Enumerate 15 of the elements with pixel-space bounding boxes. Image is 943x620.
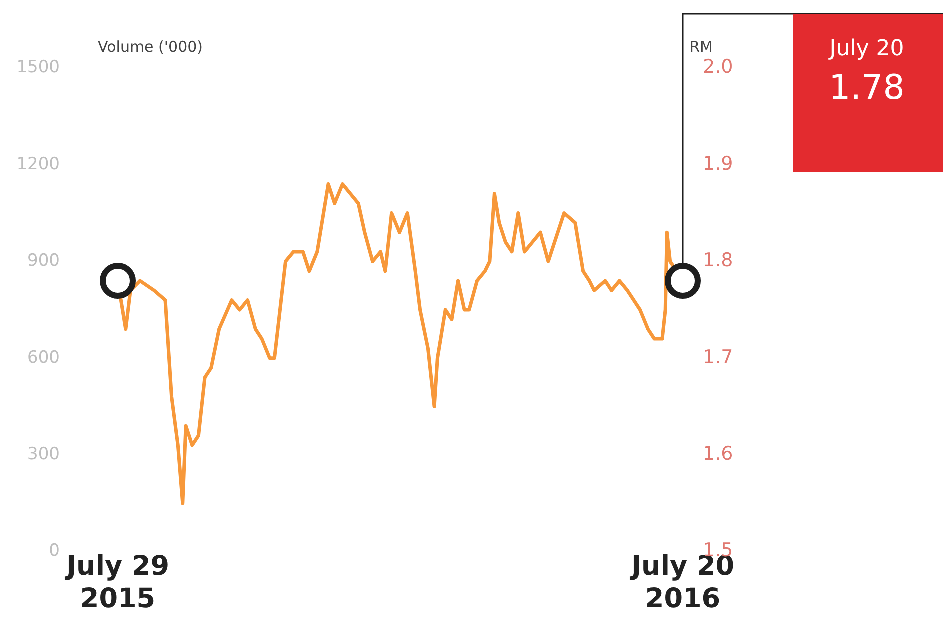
y2-tick-label: 1.7 [703, 346, 734, 368]
y-axis-title: Volume ('000) [98, 38, 204, 56]
y2-tick-label: 1.6 [703, 443, 734, 466]
y-tick-label: 600 [28, 348, 60, 368]
y-tick-label: 300 [28, 444, 60, 464]
y2-tick-label: 1.8 [703, 250, 734, 272]
text: July 20 1.78 [828, 36, 905, 108]
y-tick-label: 1200 [16, 154, 60, 174]
y2-axis-title: RM [690, 38, 713, 56]
y-tick-label: 0 [49, 541, 60, 562]
y-tick-label: 900 [28, 251, 60, 272]
x-tick-label: July 29 2015 [64, 551, 170, 614]
y-tick-label: 1500 [16, 58, 60, 78]
y2-tick-label: 1.9 [703, 152, 734, 175]
y2-tick-label: 2.0 [703, 56, 734, 78]
